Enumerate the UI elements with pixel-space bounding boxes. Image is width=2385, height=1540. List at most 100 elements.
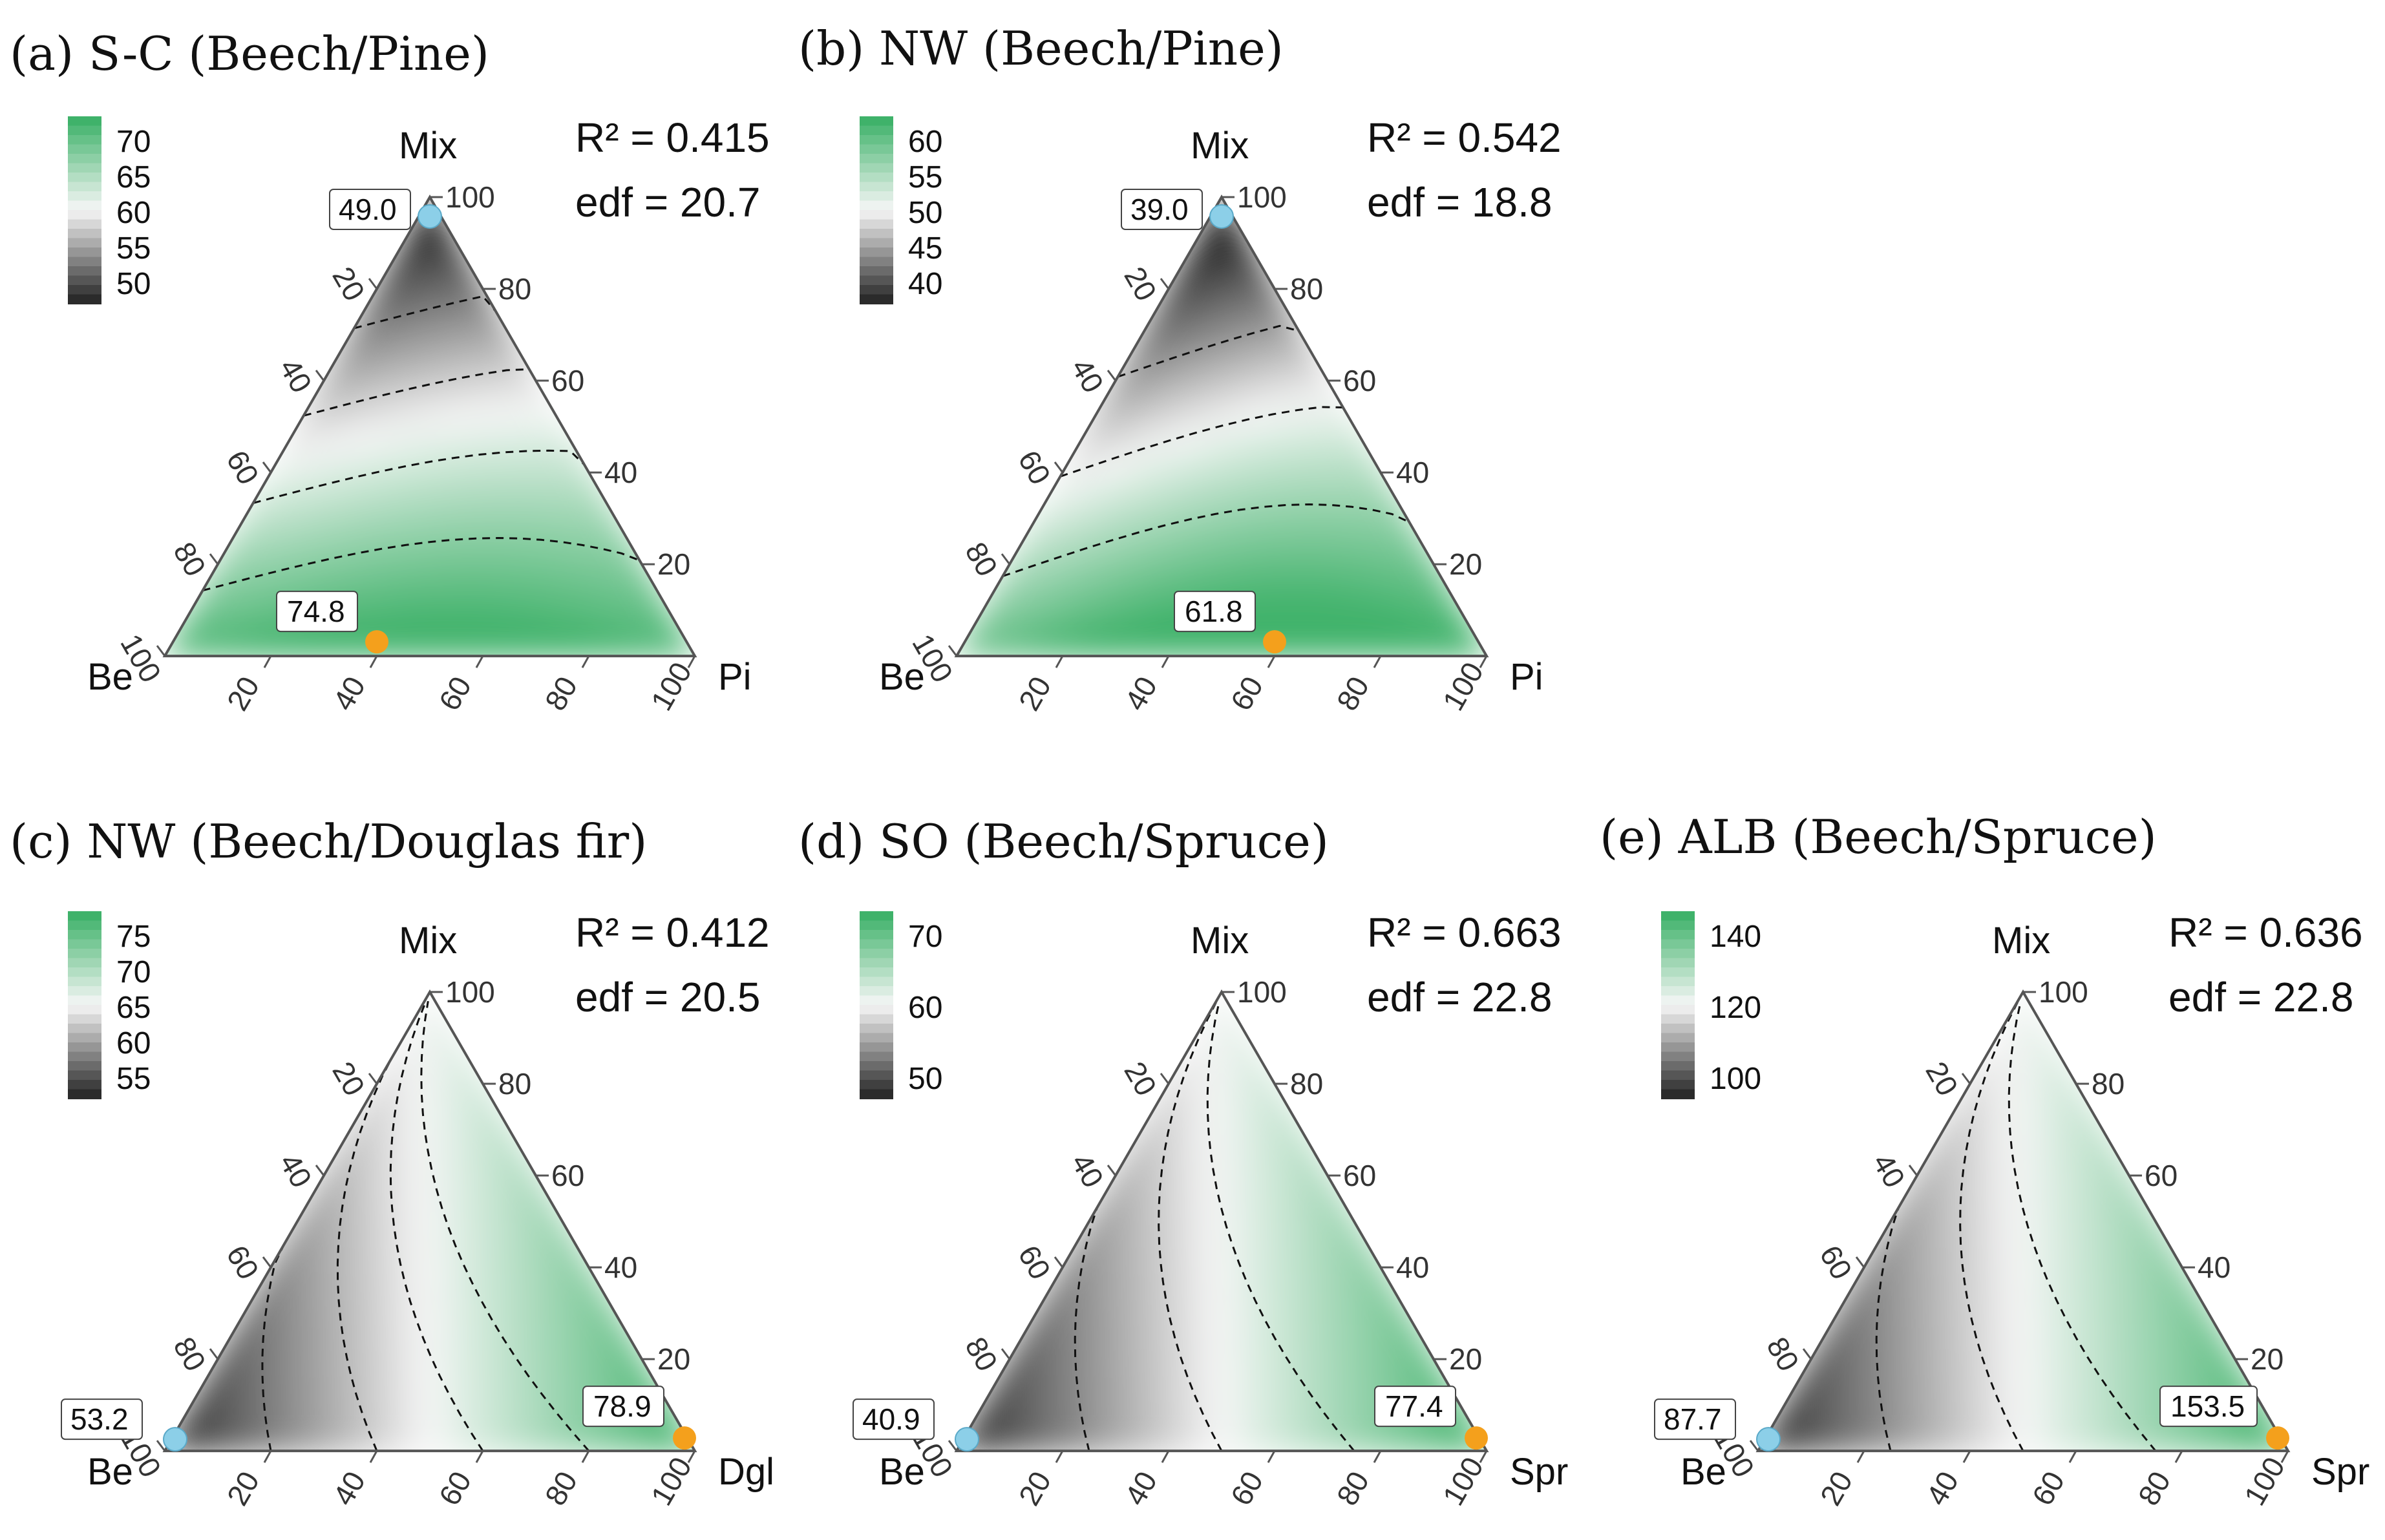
tick-label-bottom: 20 bbox=[220, 1466, 266, 1511]
tick-label-bottom: 20 bbox=[1814, 1466, 1860, 1511]
tick-mark bbox=[2068, 1450, 2077, 1463]
corner-label-top: Mix bbox=[399, 125, 457, 167]
legend-label: 60 bbox=[908, 125, 942, 159]
heat-surface bbox=[165, 992, 695, 1451]
tick-label-bottom: 80 bbox=[2132, 1466, 2178, 1511]
min-value-label: 40.9 bbox=[862, 1402, 920, 1436]
tick-label-left: 60 bbox=[220, 445, 266, 490]
tick-mark bbox=[1373, 655, 1382, 668]
legend-label: 75 bbox=[116, 920, 151, 954]
corner-label-left: Be bbox=[87, 656, 133, 698]
tick-mark bbox=[1802, 1348, 1812, 1360]
tick-label-bottom: 20 bbox=[1012, 1466, 1058, 1511]
tick-mark bbox=[1855, 1256, 1865, 1268]
max-value-label: 78.9 bbox=[593, 1389, 652, 1423]
tick-label-bottom: 60 bbox=[1224, 1466, 1270, 1511]
tick-mark bbox=[368, 278, 378, 290]
legend-label: 55 bbox=[908, 160, 942, 195]
max-value-box bbox=[582, 1386, 664, 1428]
corner-label-top: Mix bbox=[1191, 125, 1249, 167]
tick-mark bbox=[2174, 1450, 2183, 1463]
max-value-box bbox=[1374, 1386, 1456, 1428]
tick-mark bbox=[263, 1450, 272, 1463]
ternary-frame bbox=[162, 989, 697, 1453]
panel-title: (e) ALB (Beech/Spruce) bbox=[1600, 810, 2157, 864]
tick-label-bottom: 60 bbox=[432, 671, 478, 716]
tick-mark bbox=[156, 645, 166, 657]
tick-mark bbox=[209, 1348, 219, 1360]
min-marker bbox=[163, 1427, 187, 1452]
r-squared: R² = 0.412 bbox=[575, 909, 770, 956]
min-value-label: 39.0 bbox=[1130, 193, 1189, 226]
tick-mark bbox=[1054, 461, 1064, 473]
legend-label: 50 bbox=[908, 196, 942, 230]
r-squared: R² = 0.415 bbox=[575, 114, 770, 161]
max-marker bbox=[673, 1426, 696, 1450]
tick-label-right: 80 bbox=[498, 272, 531, 306]
tick-mark bbox=[156, 1440, 166, 1452]
tick-mark bbox=[1160, 1073, 1170, 1084]
tick-label-right: 40 bbox=[2198, 1250, 2231, 1284]
tick-mark bbox=[1001, 1348, 1011, 1360]
legend-label: 65 bbox=[116, 160, 151, 195]
tick-mark bbox=[209, 553, 219, 565]
tick-label-bottom: 40 bbox=[326, 671, 372, 716]
tick-label-left: 40 bbox=[1065, 1148, 1110, 1193]
tick-label-left: 40 bbox=[273, 353, 319, 398]
max-value-label: 77.4 bbox=[1385, 1389, 1443, 1423]
corner-label-left: Be bbox=[879, 1451, 925, 1493]
legend-label: 40 bbox=[908, 267, 942, 301]
tick-label-bottom: 40 bbox=[326, 1466, 372, 1511]
tick-label-bottom: 40 bbox=[1920, 1466, 1966, 1511]
tick-label-left: 20 bbox=[1118, 261, 1163, 306]
corner-label-left: Be bbox=[87, 1451, 133, 1493]
tick-mark bbox=[475, 1450, 484, 1463]
max-value-box bbox=[276, 591, 358, 633]
panel-title: (a) S-C (Beech/Pine) bbox=[10, 26, 489, 81]
legend-label: 55 bbox=[116, 231, 151, 266]
min-value-box bbox=[61, 1398, 143, 1440]
max-value-label: 74.8 bbox=[287, 595, 345, 628]
min-marker bbox=[418, 204, 442, 229]
max-marker bbox=[1465, 1426, 1488, 1450]
tick-mark bbox=[1107, 1165, 1117, 1176]
edf-value: edf = 20.7 bbox=[575, 179, 760, 226]
tick-label-left: 60 bbox=[1813, 1239, 1859, 1285]
tick-label-right: 20 bbox=[1449, 1342, 1482, 1376]
tick-label-right: 20 bbox=[657, 547, 690, 581]
tick-mark bbox=[1479, 1450, 1488, 1463]
tick-label-left: 80 bbox=[959, 1331, 1004, 1377]
max-value-box bbox=[1174, 591, 1256, 633]
tick-label-right: 80 bbox=[1290, 1067, 1323, 1101]
ternary-frame bbox=[954, 989, 1489, 1453]
tick-label-left: 40 bbox=[273, 1148, 319, 1193]
r-squared: R² = 0.542 bbox=[1367, 114, 1562, 161]
corner-label-top: Mix bbox=[1992, 920, 2050, 962]
tick-mark bbox=[1373, 1450, 1382, 1463]
legend-label: 65 bbox=[116, 991, 151, 1025]
tick-label-bottom: 60 bbox=[2026, 1466, 2072, 1511]
tick-mark bbox=[475, 655, 484, 668]
tick-label-right: 60 bbox=[1343, 1159, 1376, 1192]
max-value-box bbox=[2159, 1386, 2258, 1428]
min-marker bbox=[1756, 1427, 1781, 1452]
ternary-panel-5: (e) ALB (Beech/Spruce) 20 20 20 40 40 40 60 60 60… bbox=[1600, 810, 2369, 1511]
corner-label-right: Spr bbox=[1510, 1451, 1568, 1493]
tick-label-left: 60 bbox=[1012, 1239, 1057, 1285]
heat-surface bbox=[957, 992, 1487, 1451]
tick-mark bbox=[1961, 1073, 1971, 1084]
tick-label-right: 60 bbox=[2145, 1159, 2178, 1192]
legend-label: 50 bbox=[116, 267, 151, 301]
tick-label-right: 60 bbox=[551, 1159, 584, 1192]
corner-label-top: Mix bbox=[1191, 920, 1249, 962]
tick-label-left: 20 bbox=[1919, 1056, 1965, 1101]
heat-surface bbox=[165, 197, 695, 657]
tick-label-right: 100 bbox=[1237, 975, 1287, 1009]
legend-label: 45 bbox=[908, 231, 942, 266]
max-marker bbox=[365, 630, 388, 654]
tick-mark bbox=[262, 1256, 272, 1268]
max-value-label: 153.5 bbox=[2170, 1389, 2245, 1423]
tick-mark bbox=[1962, 1450, 1971, 1463]
min-value-box bbox=[329, 189, 411, 230]
